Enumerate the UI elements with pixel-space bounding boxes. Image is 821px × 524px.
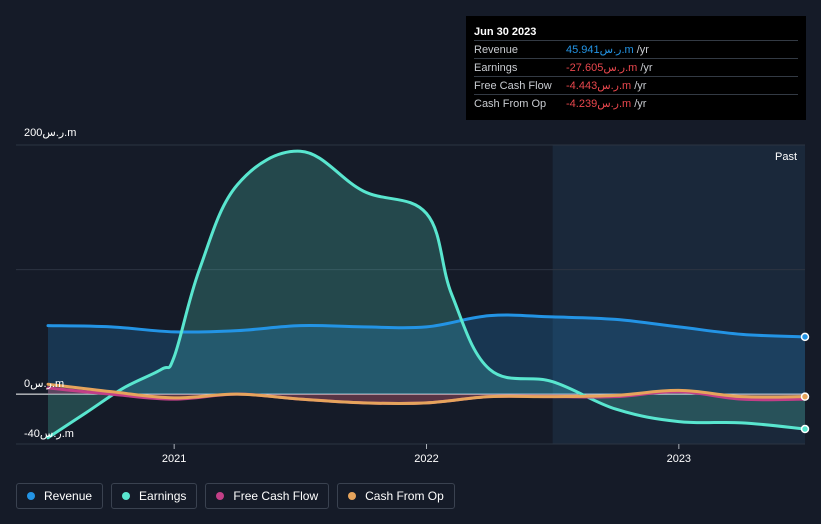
legend-item-cash-from-op[interactable]: Cash From Op xyxy=(337,483,455,509)
tooltip-value: -4.239ر.س.m xyxy=(566,97,632,110)
area-free-cash-flow xyxy=(48,387,805,404)
tooltip-row-cash-from-op: Cash From Op -4.239ر.س.m /yr xyxy=(474,94,798,112)
tooltip-label: Revenue xyxy=(474,43,519,56)
line-earnings xyxy=(46,149,807,440)
line-revenue xyxy=(46,313,807,339)
legend-dot xyxy=(27,492,35,500)
series-areas xyxy=(48,151,805,438)
tooltip-value: 45.941ر.س.m xyxy=(566,43,634,56)
y-label-bottom: -40ر.س.m xyxy=(24,428,74,440)
x-tick-label: 2023 xyxy=(667,453,691,465)
legend: Revenue Earnings Free Cash Flow Cash Fro… xyxy=(16,483,455,509)
tooltip-label: Free Cash Flow xyxy=(474,79,552,92)
tooltip-unit: /yr xyxy=(634,79,647,92)
legend-label: Earnings xyxy=(139,489,187,503)
tooltip-date: Jun 30 2023 xyxy=(474,26,537,38)
tooltip-label: Earnings xyxy=(474,61,518,74)
area-revenue xyxy=(48,315,805,395)
legend-item-earnings[interactable]: Earnings xyxy=(111,483,198,509)
tooltip-row-earnings: Earnings -27.605ر.س.m /yr xyxy=(474,58,798,76)
tooltip-value: -27.605ر.س.m xyxy=(566,61,638,74)
tooltip-unit: /yr xyxy=(640,61,653,74)
legend-dot xyxy=(216,492,225,500)
y-label-top: 200ر.س.m xyxy=(24,127,76,139)
tooltip-row-free-cash-flow: Free Cash Flow -4.443ر.س.m /yr xyxy=(474,76,798,94)
end-marker-revenue xyxy=(800,332,810,342)
legend-label: Cash From Op xyxy=(365,489,444,503)
series-end-markers xyxy=(800,332,810,434)
legend-label: Revenue xyxy=(44,489,93,503)
end-marker-earnings xyxy=(800,424,810,434)
y-label-zero: 0ر.س.m xyxy=(24,378,64,390)
tooltip-row-revenue: Revenue 45.941ر.س.m /yr xyxy=(474,40,798,58)
legend-dot xyxy=(122,492,131,500)
area-earnings xyxy=(48,151,805,438)
legend-dot xyxy=(348,492,357,500)
x-axis: 2021 2022 2023 xyxy=(162,444,691,465)
line-cash-from-op xyxy=(46,382,807,406)
x-tick-label: 2021 xyxy=(162,453,186,465)
legend-item-revenue[interactable]: Revenue xyxy=(16,483,104,509)
x-tick-label: 2022 xyxy=(414,453,438,465)
tooltip-unit: /yr xyxy=(636,43,649,56)
legend-item-free-cash-flow[interactable]: Free Cash Flow xyxy=(205,483,330,509)
end-marker-cash-from-op xyxy=(800,392,810,401)
tooltip-unit: /yr xyxy=(634,97,647,110)
past-label: Past xyxy=(775,151,797,163)
grid xyxy=(16,144,805,445)
tooltip-label: Cash From Op xyxy=(474,97,547,110)
tooltip: Jun 30 2023 Revenue 45.941ر.س.m /yr Earn… xyxy=(466,16,806,120)
legend-label: Free Cash Flow xyxy=(233,489,319,503)
tooltip-value: -4.443ر.س.m xyxy=(566,79,632,92)
series-lines xyxy=(46,149,807,440)
